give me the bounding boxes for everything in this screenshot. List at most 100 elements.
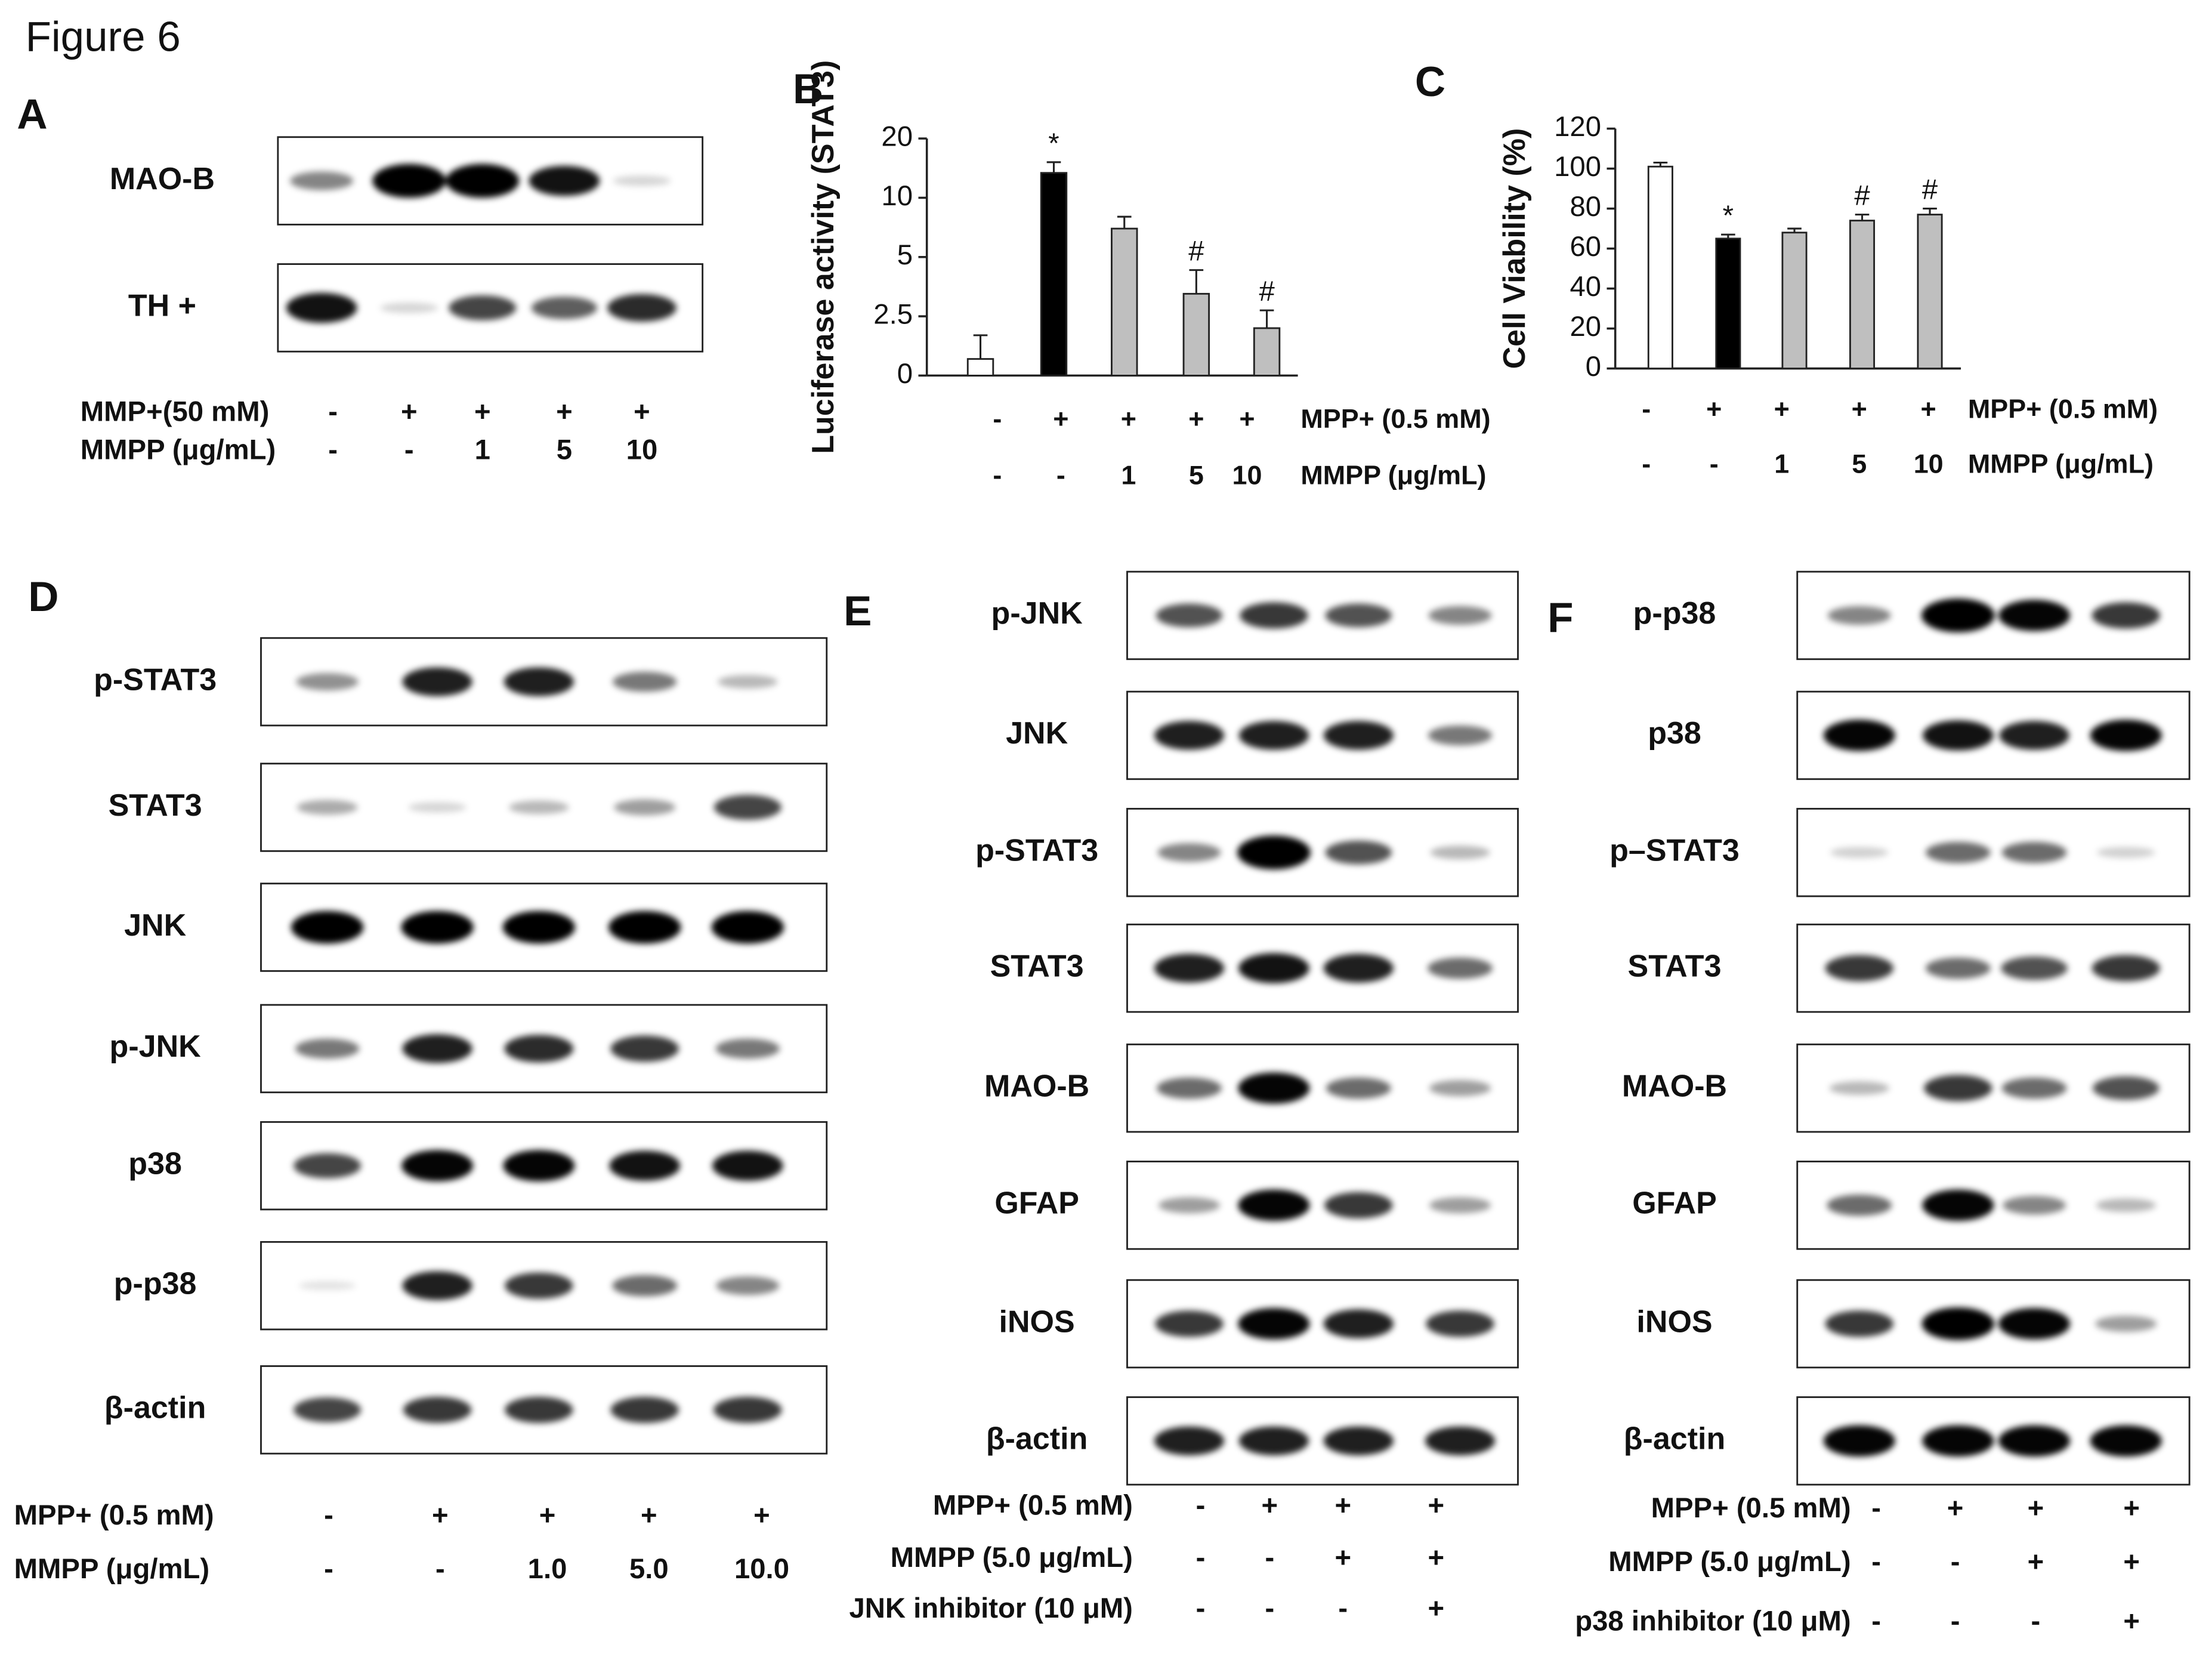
band bbox=[2097, 847, 2155, 858]
band bbox=[1240, 602, 1308, 629]
band bbox=[1154, 954, 1225, 983]
band bbox=[1156, 603, 1223, 628]
y-axis-label: Luciferase activity (STAT3) bbox=[806, 60, 841, 454]
condition-cell: + bbox=[401, 396, 418, 428]
condition-cell: - bbox=[2031, 1605, 2041, 1637]
bar bbox=[1849, 220, 1876, 369]
band bbox=[1830, 847, 1889, 858]
blot-bands bbox=[1827, 598, 2160, 632]
figure-title: Figure 6 bbox=[26, 13, 181, 60]
band bbox=[711, 911, 784, 944]
blot-bands bbox=[296, 667, 778, 696]
condition-cell: - bbox=[1265, 1542, 1274, 1573]
band bbox=[607, 294, 676, 322]
blot-label: JNK bbox=[1006, 716, 1068, 751]
band bbox=[1323, 1309, 1394, 1338]
y-tick-label: 100 bbox=[1554, 151, 1601, 183]
band bbox=[1155, 1310, 1224, 1337]
band bbox=[2091, 602, 2160, 629]
band bbox=[612, 1275, 678, 1297]
blot-label: p-p38 bbox=[1633, 596, 1716, 631]
band bbox=[372, 163, 446, 198]
significance-mark: # bbox=[1854, 180, 1870, 212]
y-tick-label: 20 bbox=[1570, 311, 1601, 342]
band bbox=[614, 799, 676, 816]
condition-cell: + bbox=[634, 396, 650, 428]
blot-label: iNOS bbox=[999, 1304, 1075, 1339]
condition-cell: + bbox=[1239, 403, 1255, 434]
condition-cell: + bbox=[2123, 1546, 2140, 1578]
condition-cell: 1 bbox=[475, 434, 490, 466]
condition-cell: - bbox=[993, 460, 1002, 490]
blot-bands bbox=[298, 1271, 780, 1300]
blot-bands bbox=[1158, 1189, 1491, 1221]
band bbox=[294, 1397, 362, 1423]
y-tick-label: 120 bbox=[1554, 111, 1601, 143]
band bbox=[2095, 1316, 2157, 1332]
band bbox=[1998, 600, 2071, 631]
blot-bands bbox=[1827, 1189, 2156, 1221]
band bbox=[401, 1150, 474, 1181]
condition-cell: - bbox=[324, 1499, 333, 1531]
band bbox=[1925, 957, 1991, 979]
band bbox=[380, 303, 438, 313]
band bbox=[296, 800, 358, 815]
band bbox=[2090, 720, 2162, 751]
band bbox=[1326, 1077, 1391, 1099]
condition-cell: - bbox=[1196, 1593, 1206, 1624]
blot-label: STAT3 bbox=[990, 949, 1084, 983]
blot-bands bbox=[1154, 953, 1493, 983]
condition-cell: + bbox=[2028, 1546, 2044, 1578]
significance-mark: * bbox=[1048, 128, 1059, 159]
blot-label: STAT3 bbox=[109, 788, 202, 823]
band bbox=[503, 667, 574, 696]
blot-bands bbox=[294, 1396, 782, 1423]
panel-letter: D bbox=[28, 573, 58, 621]
blot-label: p38 bbox=[128, 1146, 182, 1181]
band bbox=[1238, 721, 1309, 750]
blot-label: p-JNK bbox=[991, 596, 1083, 631]
bar bbox=[1917, 214, 1943, 369]
band bbox=[1426, 1310, 1494, 1337]
band bbox=[1323, 721, 1394, 750]
band bbox=[446, 163, 520, 198]
band bbox=[1428, 606, 1492, 625]
blot-label: p-JNK bbox=[110, 1029, 202, 1064]
band bbox=[2003, 1196, 2066, 1215]
band bbox=[449, 295, 517, 320]
blot-label: p-p38 bbox=[114, 1266, 197, 1301]
bar bbox=[1253, 327, 1281, 377]
condition-cell: 5 bbox=[1852, 449, 1867, 479]
condition-label: MMP+(50 mM) bbox=[81, 396, 270, 428]
band bbox=[505, 1396, 573, 1423]
condition-cell: - bbox=[1871, 1492, 1881, 1524]
blot-label: GFAP bbox=[1632, 1186, 1717, 1221]
condition-cell: - bbox=[1710, 449, 1719, 479]
band bbox=[298, 1280, 356, 1291]
band bbox=[1998, 1425, 2071, 1457]
condition-cell: + bbox=[1334, 1489, 1351, 1521]
band bbox=[613, 671, 677, 692]
condition-cell: - bbox=[435, 1553, 445, 1585]
condition-cell: - bbox=[993, 403, 1002, 434]
bar bbox=[1182, 292, 1210, 377]
condition-cell: + bbox=[1121, 403, 1136, 434]
band bbox=[408, 802, 467, 813]
condition-label: MPP+ (0.5 mM) bbox=[1300, 403, 1490, 434]
band bbox=[1925, 841, 1991, 863]
condition-cell: + bbox=[1706, 393, 1722, 424]
blot-bands bbox=[1157, 835, 1490, 870]
blot-bands bbox=[1823, 1425, 2162, 1457]
y-tick-label: 0 bbox=[1586, 351, 1601, 382]
panel-letter: A bbox=[17, 91, 47, 138]
blot-label: TH + bbox=[128, 289, 196, 323]
blot-bands bbox=[1823, 720, 2162, 751]
condition-cell: + bbox=[1428, 1489, 1445, 1521]
condition-cell: + bbox=[1921, 393, 1936, 424]
condition-cell: - bbox=[324, 1553, 333, 1585]
condition-cell: 5 bbox=[1189, 460, 1204, 490]
condition-cell: + bbox=[1428, 1542, 1445, 1573]
blot-label: iNOS bbox=[1636, 1304, 1712, 1339]
condition-cell: + bbox=[1774, 393, 1790, 424]
bar bbox=[966, 358, 994, 377]
